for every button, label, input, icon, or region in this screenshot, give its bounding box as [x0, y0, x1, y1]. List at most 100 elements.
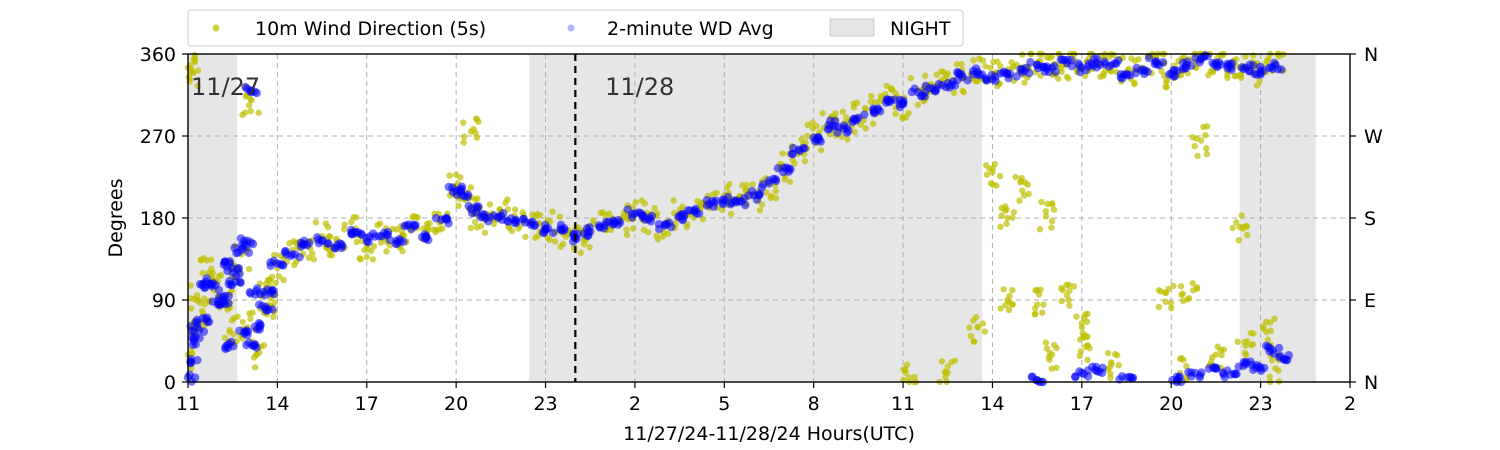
avg-cloud-79-5	[1110, 59, 1120, 68]
legend-night-swatch	[829, 18, 875, 37]
avg-cloud-4-4	[191, 317, 201, 327]
raw-cloud-92-8	[1048, 217, 1056, 225]
y-tick-label-1: 90	[152, 290, 176, 312]
avg-cloud-12-3	[236, 278, 245, 288]
raw-cloud-21-1	[340, 226, 348, 233]
raw-cloud-91-0	[1003, 220, 1010, 227]
raw-cloud-19-0	[305, 254, 312, 261]
avg-cloud-51-4	[690, 207, 699, 216]
avg-cloud-58-3	[788, 149, 797, 159]
avg-cloud-90-5	[1270, 58, 1279, 68]
raw-cloud-9-7	[230, 314, 238, 322]
raw-cloud-92-2	[1036, 226, 1044, 233]
raw-cloud-87-0	[1009, 287, 1016, 294]
raw-cloud-21-8	[327, 233, 334, 240]
raw-cloud-101-5	[1114, 352, 1121, 359]
avg-cloud-66-3	[910, 84, 919, 93]
raw-cloud-13-1	[247, 108, 254, 115]
avg-cloud-6-4	[214, 285, 224, 295]
x-tick-label-7: 8	[808, 393, 820, 415]
raw-cloud-89-5	[1065, 296, 1072, 304]
avg-cloud-3-5	[199, 327, 209, 336]
raw-cloud-4-0	[200, 295, 208, 302]
raw-cloud-94-1	[1168, 304, 1175, 312]
avg-cloud-48-4	[638, 213, 648, 222]
raw-cloud-88-7	[1037, 286, 1044, 293]
raw-cloud-102-2	[1241, 349, 1249, 357]
avg-cloud-53-5	[718, 198, 728, 207]
raw-cloud-35-4	[522, 233, 529, 241]
avg-cloud-77-5	[1081, 65, 1090, 75]
avg-cloud-69-1	[963, 76, 972, 85]
raw-cloud-29-1	[446, 172, 453, 179]
raw-cloud-19-6	[310, 255, 318, 263]
avg-cloud-35-5	[463, 190, 473, 199]
avg-cloud-84-4	[1178, 65, 1187, 74]
raw-cloud-104-0	[1275, 367, 1282, 374]
raw-cloud-6-4	[199, 269, 206, 277]
avg-cloud-26-3	[330, 244, 339, 253]
day-label-layer: 11/27 11/28	[191, 73, 674, 101]
y2-tick-label-4: N	[1364, 44, 1378, 66]
raw-cloud-86-8	[972, 313, 980, 321]
raw-cloud-97-1	[983, 171, 991, 178]
raw-cloud-64-4	[958, 60, 965, 68]
avg-cloud-69-5	[954, 68, 963, 78]
avg-cloud-52-5	[710, 198, 719, 207]
raw-cloud-24-1	[383, 248, 390, 255]
raw-cloud-6-6	[207, 256, 215, 263]
raw-cloud-65-4	[970, 57, 977, 64]
raw-cloud-32-1	[481, 229, 489, 236]
y2-tick-label-3: W	[1364, 126, 1383, 148]
avg-cloud-61-5	[842, 128, 852, 137]
raw-cloud-87-4	[1006, 292, 1013, 300]
raw-cloud-62-1	[933, 71, 941, 78]
avg-cloud-20-5	[264, 305, 273, 314]
raw-cloud-87-3	[997, 305, 1004, 312]
raw-cloud-9-1	[221, 334, 228, 341]
raw-cloud-92-3	[1050, 206, 1058, 213]
y2-tick-label-0: N	[1364, 372, 1378, 394]
avg-cloud-70-4	[968, 66, 978, 76]
raw-cloud-106-3	[938, 358, 946, 365]
avg-cloud-97-5	[1209, 363, 1219, 372]
avg-cloud-11-4	[233, 264, 242, 273]
avg-cloud-34-5	[448, 183, 457, 192]
raw-cloud-30-5	[467, 184, 475, 191]
y-tick-label-0: 0	[164, 372, 176, 394]
avg-cloud-98-5	[1220, 373, 1229, 382]
raw-cloud-91-6	[1009, 214, 1016, 221]
raw-cloud-31-6	[474, 195, 481, 202]
avg-cloud-80-5	[1119, 70, 1129, 80]
raw-cloud-88-4	[1039, 309, 1046, 316]
avg-cloud-6-3	[208, 278, 218, 288]
avg-cloud-16-5	[241, 82, 250, 92]
raw-cloud-89-8	[1058, 284, 1065, 292]
avg-cloud-51-5	[683, 206, 693, 215]
raw-cloud-64-6	[959, 87, 966, 94]
raw-cloud-1-4	[187, 62, 194, 69]
raw-cloud-91-8	[1002, 207, 1009, 214]
raw-cloud-51-1	[763, 189, 770, 196]
raw-cloud-96-6	[473, 116, 480, 123]
x-tick-label-11: 20	[1159, 393, 1183, 415]
raw-cloud-71-7	[1065, 75, 1072, 82]
avg-cloud-63-5	[869, 106, 878, 115]
raw-cloud-56-7	[839, 108, 847, 116]
avg-cloud-30-5	[395, 235, 404, 244]
x-tick-label-9: 14	[980, 393, 1004, 415]
raw-cloud-13-8	[239, 111, 246, 119]
avg-cloud-18-5	[245, 288, 254, 297]
raw-cloud-65-6	[979, 57, 987, 64]
avg-cloud-100-5	[1256, 366, 1266, 375]
raw-cloud-86-0	[979, 320, 987, 327]
raw-cloud-63-7	[944, 70, 951, 77]
raw-cloud-23-5	[357, 256, 364, 263]
raw-cloud-109-2	[1214, 343, 1221, 350]
avg-cloud-55-5	[754, 190, 763, 200]
avg-cloud-86-5	[1210, 60, 1219, 69]
raw-cloud-57-5	[850, 104, 858, 111]
avg-cloud-47-4	[623, 205, 632, 214]
avg-cloud-76-5	[1058, 55, 1067, 64]
raw-cloud-51-6	[772, 188, 779, 195]
